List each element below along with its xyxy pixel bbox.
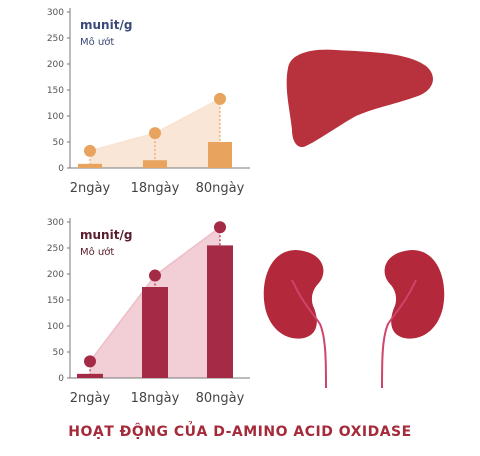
- liver-y-tick-label: 250: [47, 34, 64, 44]
- kidney-y-tick-label: 300: [47, 218, 64, 228]
- kidney-y-tick-label: 250: [47, 244, 64, 254]
- liver-marker-point: [214, 92, 226, 105]
- liver-bar: [78, 163, 102, 168]
- kidney-category-label: 80ngày: [196, 391, 245, 406]
- liver-category-label: 80ngày: [196, 181, 245, 196]
- liver-unit-label: munit/g: [80, 18, 132, 32]
- liver-y-tick-label: 200: [47, 60, 64, 70]
- liver-bar: [143, 160, 167, 168]
- kidney-y-tick-label: 50: [53, 348, 65, 358]
- kidney-marker-point: [84, 355, 96, 368]
- kidney-marker-point: [149, 269, 161, 282]
- kidney-bar: [77, 373, 103, 378]
- liver-icon: [278, 38, 438, 153]
- kidney-category-label: 2ngày: [70, 391, 111, 406]
- kidney-chart-panel: 0 50 100 150 200 250 300 2ngày 18ngày 80ngày munit…: [0, 210, 480, 415]
- kidneys-icon: [262, 242, 452, 392]
- kidney-marker-point: [214, 221, 226, 234]
- kidney-bar: [142, 287, 168, 378]
- liver-y-tick-label: 100: [47, 112, 64, 122]
- kidney-y-tick-label: 100: [47, 322, 64, 332]
- kidney-y-tick-label: 150: [47, 296, 64, 306]
- liver-category-label: 2ngày: [70, 181, 111, 196]
- kidney-category-label: 18ngày: [131, 391, 180, 406]
- liver-chart-panel: 0 50 100 150 200 250 300 2ngày 18ngày 80ngày munit…: [0, 0, 480, 205]
- liver-unit-sublabel: Mô ướt: [80, 36, 114, 48]
- right-kidney-icon: [384, 250, 445, 339]
- kidney-unit-sublabel: Mô ướt: [80, 246, 114, 258]
- chart-caption: HOẠT ĐỘNG CỦA D-AMINO ACID OXIDASE: [68, 424, 412, 440]
- kidney-bar: [207, 245, 233, 378]
- kidney-activity-chart: 0 50 100 150 200 250 300 2ngày 18ngày 80ngày munit…: [47, 218, 250, 406]
- kidney-y-tick-label: 200: [47, 270, 64, 280]
- liver-y-tick-label: 300: [47, 8, 64, 18]
- liver-bar: [208, 142, 232, 168]
- liver-activity-chart: 0 50 100 150 200 250 300 2ngày 18ngày 80ngày munit…: [47, 8, 250, 196]
- kidney-y-tick-label: 0: [58, 374, 64, 384]
- liver-y-tick-label: 50: [53, 138, 65, 148]
- liver-y-tick-label: 150: [47, 86, 64, 96]
- liver-marker-point: [149, 127, 161, 140]
- left-kidney-icon: [263, 250, 324, 339]
- kidney-unit-label: munit/g: [80, 228, 132, 242]
- liver-marker-point: [84, 144, 96, 157]
- liver-category-label: 18ngày: [131, 181, 180, 196]
- liver-y-tick-label: 0: [58, 164, 64, 174]
